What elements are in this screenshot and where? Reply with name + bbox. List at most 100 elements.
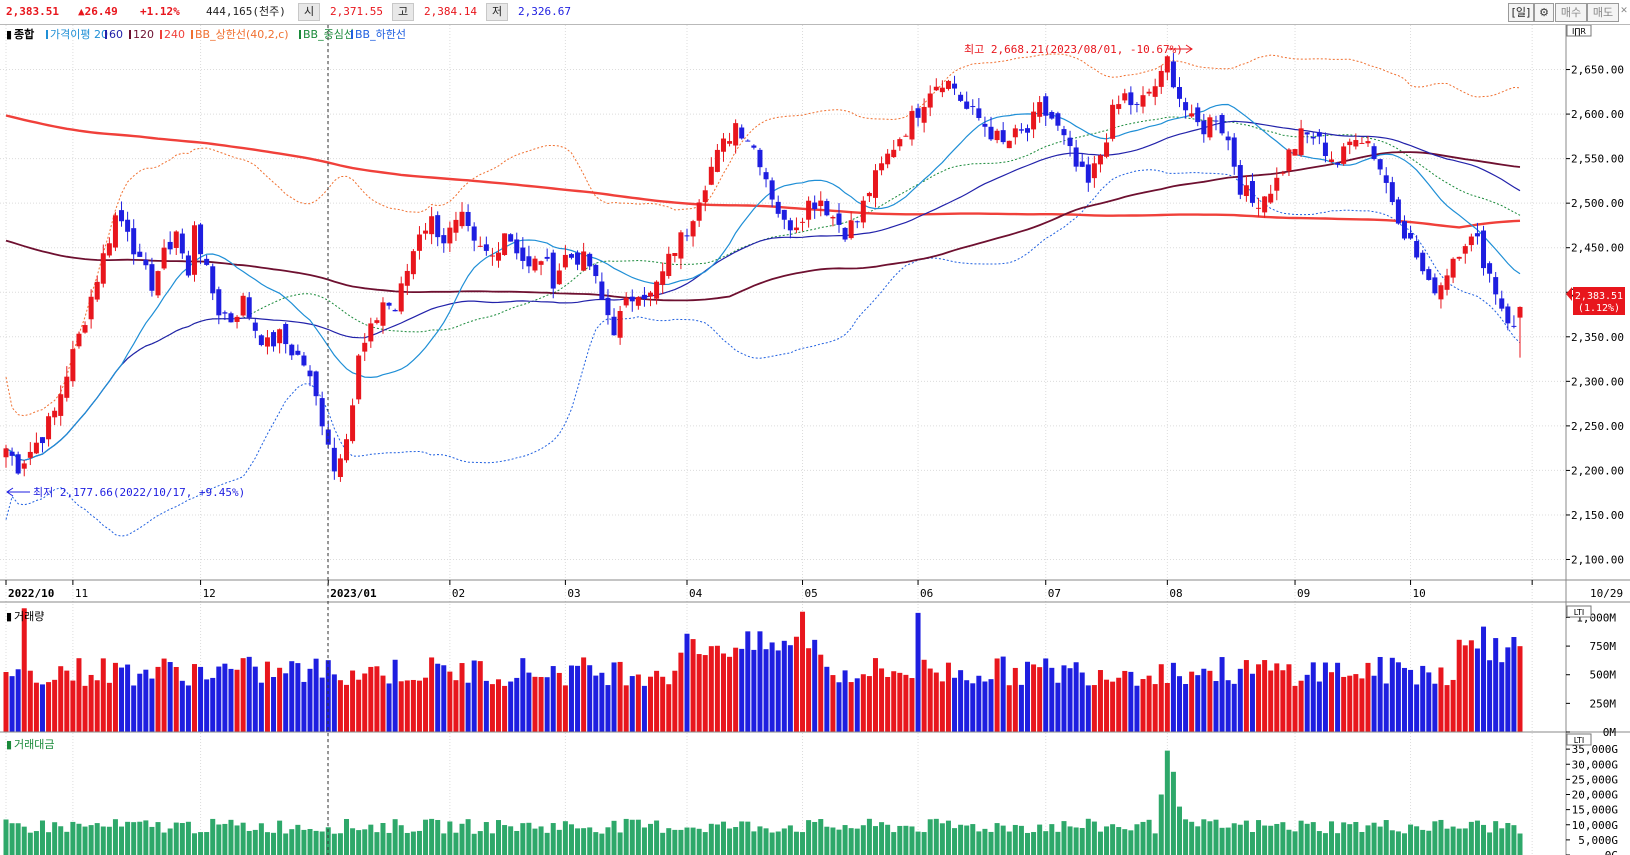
volume-bar <box>635 674 641 732</box>
candle-body <box>872 170 878 198</box>
candle-body <box>714 149 720 172</box>
amount-bar <box>678 829 684 855</box>
amount-chip[interactable]: LTI <box>1566 733 1592 746</box>
price-chart[interactable]: 2,650.00 2,600.00 2,550.00 2,500.00 2,450.00… <box>0 25 1630 855</box>
candle-body <box>271 332 277 347</box>
time-tick-label: 07 <box>1048 587 1061 600</box>
close-icon[interactable]: ✕ <box>1620 6 1628 16</box>
axis-chip-box[interactable] <box>1566 25 1592 37</box>
volume-bar <box>465 682 471 732</box>
amount-bar <box>1401 833 1407 855</box>
amount-bar <box>1110 824 1116 855</box>
amount-bar <box>952 828 958 855</box>
candle-body <box>125 219 131 232</box>
volume-bar <box>1389 657 1395 732</box>
buy-button[interactable]: 매수 <box>1555 3 1587 22</box>
amount-bar <box>1341 822 1347 855</box>
axis-chip-top[interactable]: I∏R <box>1566 25 1592 37</box>
amount-bar <box>720 821 726 855</box>
candle-body <box>514 239 520 254</box>
amount-bar <box>1043 831 1049 855</box>
volume-bar <box>568 665 574 732</box>
volume-bar <box>775 650 781 732</box>
volume-bar <box>119 667 125 732</box>
volume-bar <box>611 662 617 732</box>
candle-body <box>313 371 319 397</box>
volume-bar <box>271 677 277 732</box>
volume-bar <box>641 685 647 732</box>
volume-bar <box>1061 665 1067 732</box>
candle-body <box>392 309 398 312</box>
candle-body <box>641 294 647 300</box>
amount-bar <box>526 822 532 855</box>
amount-bar <box>1091 821 1097 855</box>
volume-bar <box>33 682 39 732</box>
candle-body <box>222 312 228 314</box>
amount-bar <box>477 831 483 855</box>
amount-bar <box>76 823 82 855</box>
candle-body <box>1018 129 1024 131</box>
volume-bar <box>806 648 812 732</box>
volume-bar <box>1274 663 1280 732</box>
volume-bar <box>1420 665 1426 732</box>
candle-body <box>1091 163 1097 179</box>
sell-button[interactable]: 매도 <box>1587 3 1619 22</box>
amount-bar <box>210 818 216 855</box>
candle-body <box>696 202 702 221</box>
period-day-button[interactable]: [일] <box>1508 3 1534 22</box>
candle-body <box>1353 140 1359 147</box>
candle-body <box>1377 159 1383 170</box>
candle-body <box>520 247 526 261</box>
legend-swatch <box>105 30 107 39</box>
amount-bar <box>775 831 781 855</box>
volume-bar <box>252 666 258 732</box>
open-label: 시 <box>298 3 320 21</box>
volume-chip[interactable]: LTI <box>1566 605 1592 618</box>
volume-chip-box[interactable] <box>1566 605 1592 618</box>
candle-body <box>666 253 672 277</box>
candle-body <box>100 253 106 284</box>
candle-body <box>1043 96 1049 116</box>
amount-bar <box>520 823 526 855</box>
candle-body <box>33 442 39 454</box>
time-tick-label: 10/29 <box>1590 587 1623 600</box>
price-tick-label: 2,250.00 <box>1571 420 1624 433</box>
amount-bar <box>1468 821 1474 855</box>
amount-tick-label: 15,000G <box>1572 804 1618 817</box>
legend-item: BB_상한선(40,2,c) <box>195 28 289 41</box>
volume-bar <box>313 658 319 732</box>
volume-bar <box>1286 664 1292 732</box>
volume-bar <box>1146 675 1152 732</box>
candle-body <box>155 271 161 296</box>
candle-body <box>1426 269 1432 280</box>
volume-bar <box>921 659 927 732</box>
candle-body <box>429 216 435 235</box>
volume-bar <box>1414 684 1420 732</box>
volume-bar <box>1517 646 1523 732</box>
candle-body <box>1401 221 1407 239</box>
amount-bar <box>696 828 702 855</box>
candle-body <box>1505 306 1511 324</box>
amount-bar <box>733 827 739 855</box>
volume-bar <box>1292 685 1298 732</box>
amount-bar <box>635 819 641 855</box>
amount-bar <box>599 833 605 855</box>
volume-bar <box>94 680 100 732</box>
settings-gear-icon[interactable]: ⚙ <box>1534 3 1554 22</box>
volume-panel-marker: ▮ <box>6 610 12 623</box>
amount-bar <box>1487 832 1493 855</box>
candle-body <box>532 258 538 271</box>
volume-bar <box>982 681 988 732</box>
amount-bar <box>198 832 204 855</box>
amount-bar <box>1511 825 1517 855</box>
candle-body <box>131 228 137 255</box>
candle-body <box>568 254 574 258</box>
candle-body <box>386 302 392 306</box>
amount-bar <box>1067 826 1073 855</box>
amount-bar <box>100 826 106 855</box>
candle-body <box>295 350 301 355</box>
amount-bar <box>1177 806 1183 855</box>
candle-body <box>1280 172 1286 174</box>
volume-bar <box>854 678 860 732</box>
amount-chip-box[interactable] <box>1566 733 1592 746</box>
